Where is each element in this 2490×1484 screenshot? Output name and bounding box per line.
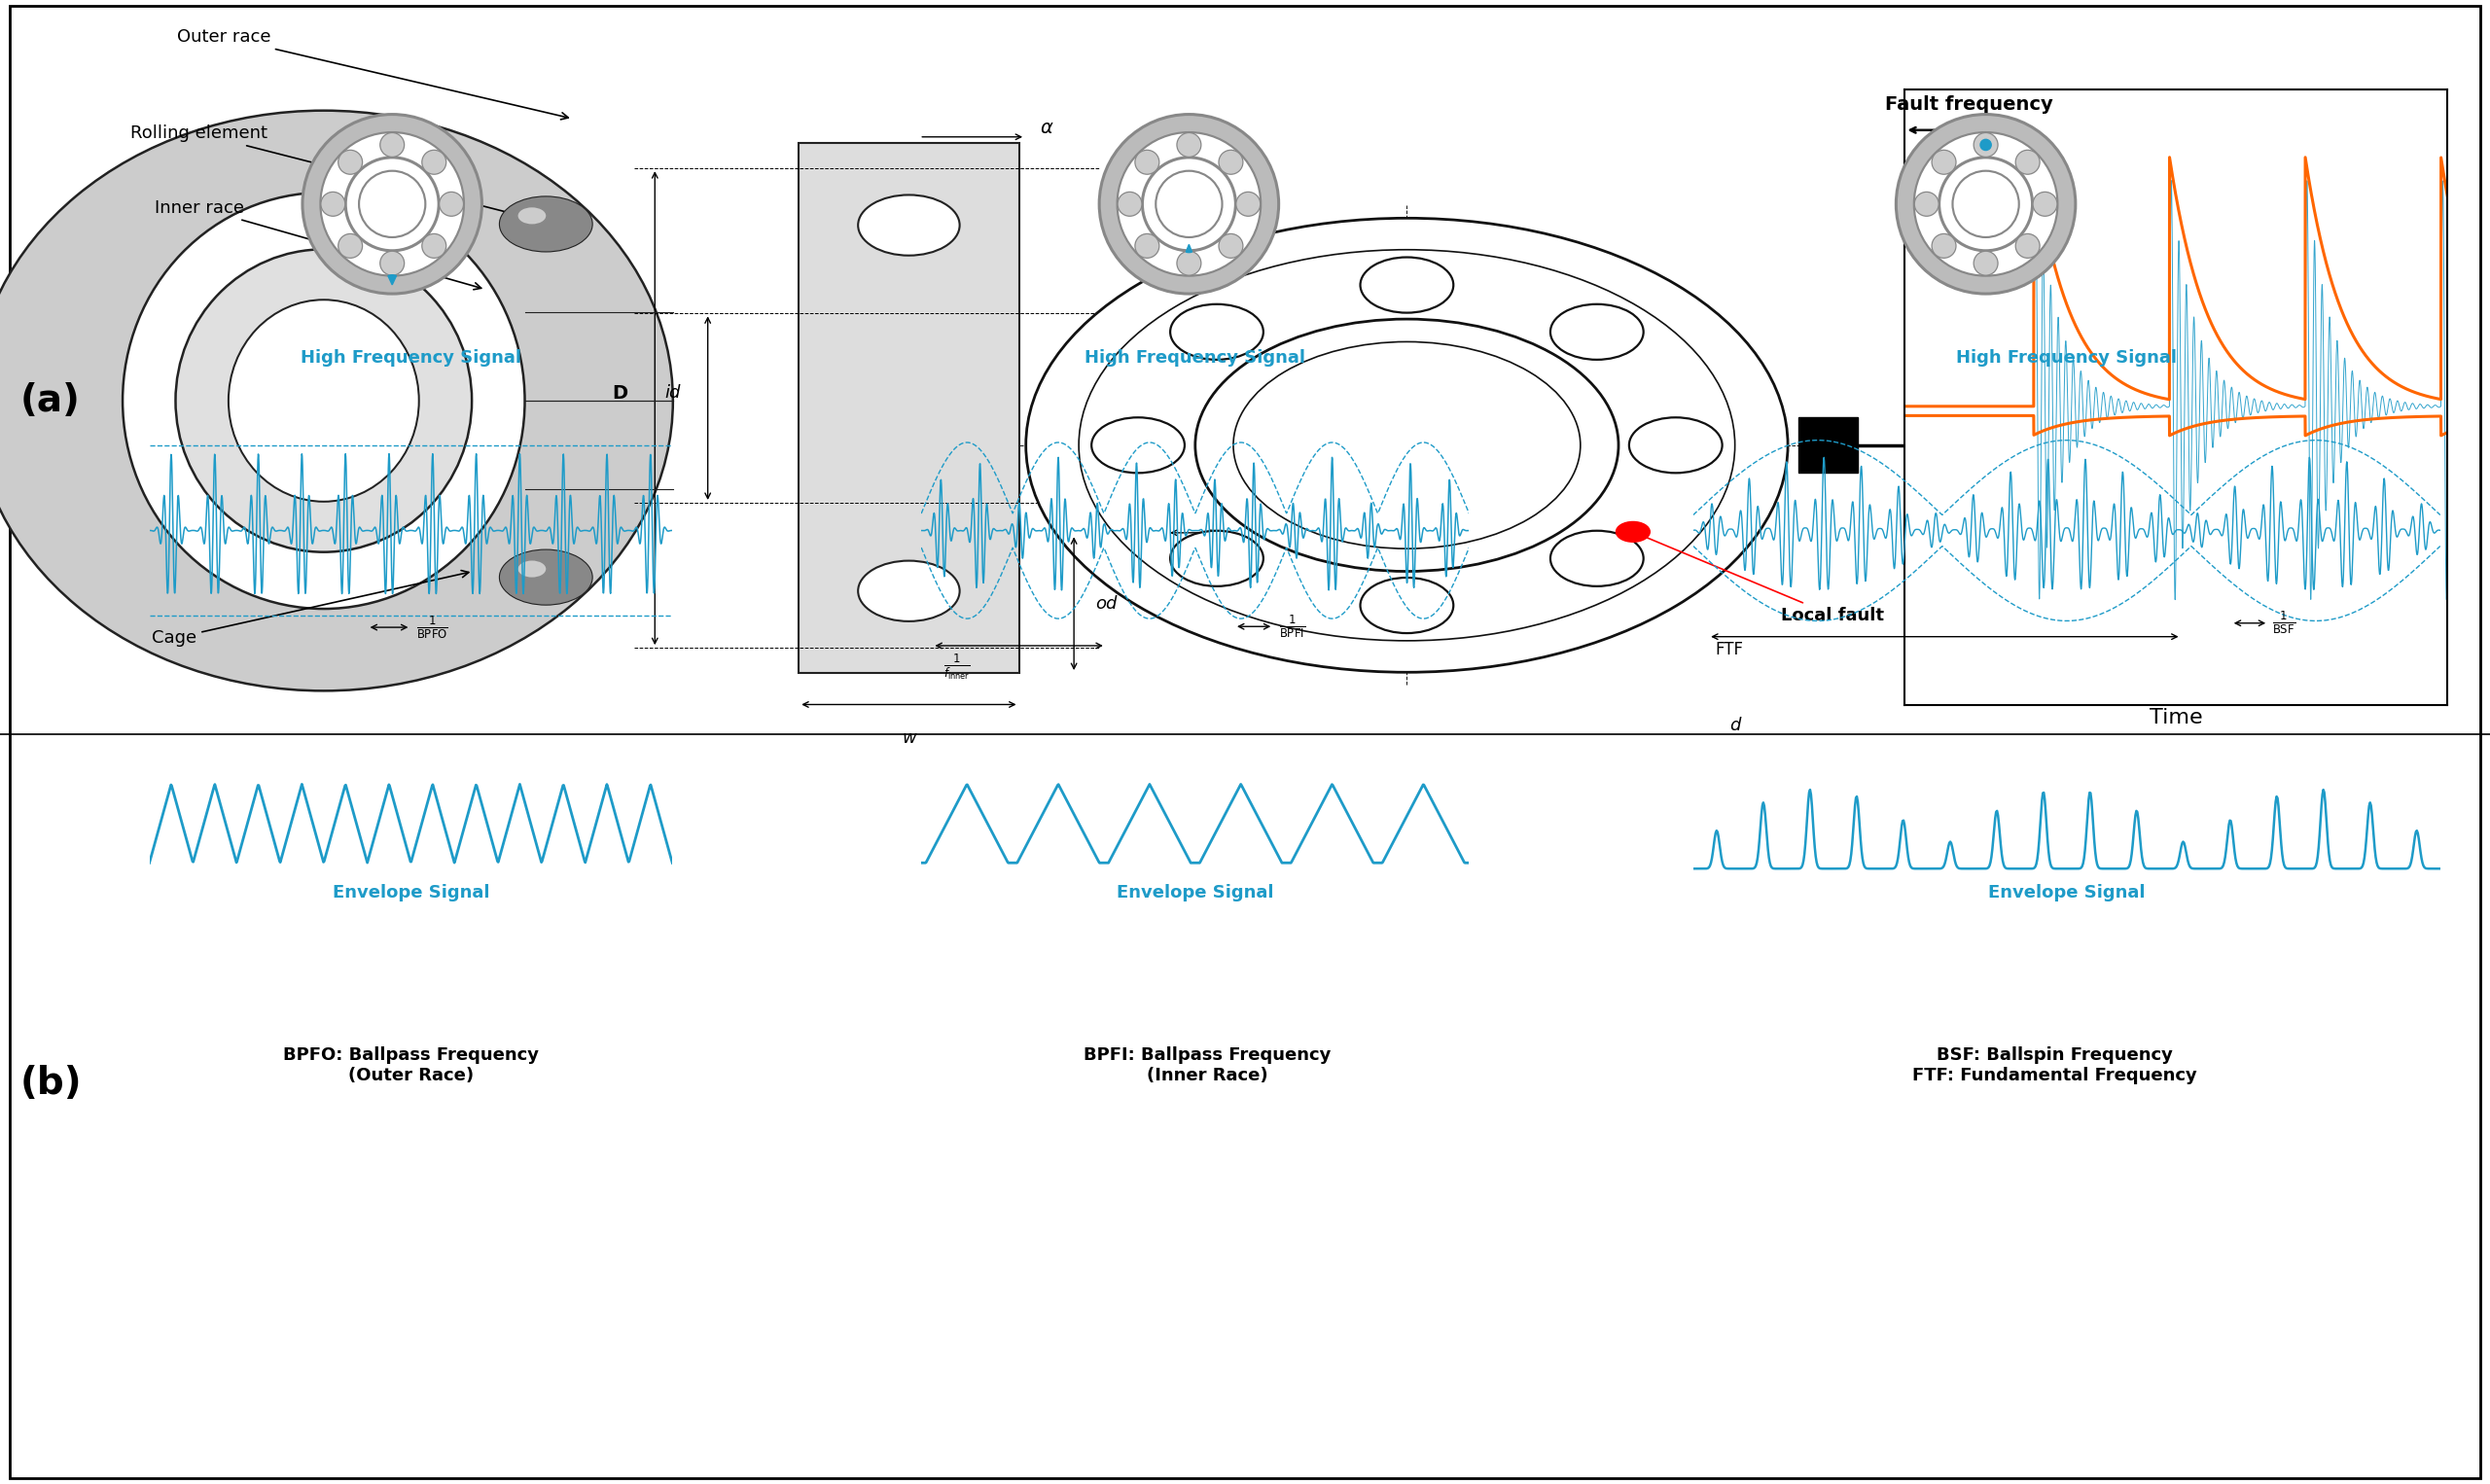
Circle shape: [346, 157, 438, 251]
Circle shape: [2032, 191, 2057, 217]
Bar: [1798, 417, 1858, 473]
Text: (a): (a): [20, 383, 80, 418]
Text: Fault frequency: Fault frequency: [1885, 95, 2052, 113]
Circle shape: [1975, 251, 1997, 276]
Wedge shape: [388, 275, 396, 285]
Text: d: d: [1731, 717, 1741, 735]
Circle shape: [1170, 304, 1262, 359]
Circle shape: [500, 549, 593, 605]
Text: High Frequency Signal: High Frequency Signal: [1086, 349, 1305, 367]
Ellipse shape: [229, 300, 418, 502]
Circle shape: [1078, 249, 1736, 641]
Circle shape: [381, 132, 403, 157]
Circle shape: [339, 234, 364, 258]
Circle shape: [339, 150, 364, 174]
Circle shape: [1616, 522, 1651, 542]
Wedge shape: [1185, 245, 1193, 252]
Circle shape: [1135, 234, 1160, 258]
Circle shape: [518, 561, 545, 577]
Circle shape: [1155, 171, 1223, 237]
Ellipse shape: [122, 193, 525, 608]
Circle shape: [859, 194, 959, 255]
Circle shape: [1178, 251, 1200, 276]
Ellipse shape: [0, 110, 672, 692]
Text: BPFI: Ballpass Frequency
(Inner Race): BPFI: Ballpass Frequency (Inner Race): [1083, 1046, 1332, 1083]
Text: id: id: [665, 384, 680, 402]
Text: D: D: [613, 384, 627, 402]
Circle shape: [1233, 341, 1581, 549]
Text: BSF: Ballspin Frequency
FTF: Fundamental Frequency: BSF: Ballspin Frequency FTF: Fundamental…: [1912, 1046, 2196, 1083]
Bar: [799, 144, 1018, 674]
Circle shape: [1975, 132, 1997, 157]
Circle shape: [1360, 257, 1454, 313]
Circle shape: [438, 191, 463, 217]
Circle shape: [301, 114, 483, 294]
Circle shape: [1551, 304, 1643, 359]
Circle shape: [518, 208, 545, 224]
Circle shape: [1218, 150, 1243, 174]
Text: Inner race: Inner race: [154, 199, 481, 289]
Circle shape: [1091, 417, 1185, 473]
Circle shape: [321, 132, 463, 276]
Circle shape: [1628, 417, 1723, 473]
Circle shape: [421, 150, 446, 174]
Circle shape: [1932, 234, 1957, 258]
Circle shape: [1235, 191, 1260, 217]
Circle shape: [1915, 191, 1940, 217]
Circle shape: [359, 171, 426, 237]
Text: $\frac{1}{\mathrm{BPFI}}$: $\frac{1}{\mathrm{BPFI}}$: [1280, 613, 1305, 640]
Circle shape: [321, 191, 346, 217]
Circle shape: [1135, 150, 1160, 174]
Circle shape: [2014, 150, 2039, 174]
Circle shape: [1360, 577, 1454, 634]
Text: BPFO: Ballpass Frequency
(Outer Race): BPFO: Ballpass Frequency (Outer Race): [284, 1046, 538, 1083]
Text: (b): (b): [20, 1066, 82, 1101]
Text: w: w: [901, 730, 916, 748]
Text: od: od: [1096, 595, 1118, 613]
Circle shape: [1952, 171, 2019, 237]
Text: Envelope Signal: Envelope Signal: [331, 884, 491, 901]
Text: Outer race: Outer race: [177, 28, 568, 120]
Circle shape: [1895, 114, 2077, 294]
Circle shape: [859, 561, 959, 622]
Circle shape: [1218, 234, 1243, 258]
Circle shape: [1195, 319, 1618, 571]
Circle shape: [1940, 157, 2032, 251]
Text: $\frac{1}{\mathrm{BSF}}$: $\frac{1}{\mathrm{BSF}}$: [2273, 610, 2296, 637]
Ellipse shape: [174, 249, 473, 552]
Text: Envelope Signal: Envelope Signal: [1987, 884, 2146, 901]
Circle shape: [1098, 114, 1280, 294]
Text: Local fault: Local fault: [1636, 533, 1885, 623]
Text: FTF: FTF: [1716, 641, 1743, 659]
X-axis label: Time: Time: [2149, 708, 2204, 727]
Circle shape: [1118, 132, 1260, 276]
Text: $\frac{1}{f_{\rm inner}}$: $\frac{1}{f_{\rm inner}}$: [944, 653, 971, 681]
Circle shape: [1118, 191, 1143, 217]
Text: Envelope Signal: Envelope Signal: [1116, 884, 1275, 901]
Circle shape: [1551, 531, 1643, 586]
Circle shape: [1143, 157, 1235, 251]
Circle shape: [1178, 132, 1200, 157]
Text: $\frac{1}{\mathrm{BPFO}}$: $\frac{1}{\mathrm{BPFO}}$: [416, 614, 448, 641]
Text: High Frequency Signal: High Frequency Signal: [1957, 349, 2176, 367]
Text: α: α: [1041, 119, 1053, 137]
Text: Cage: Cage: [152, 570, 468, 647]
Circle shape: [1026, 218, 1788, 672]
Circle shape: [1170, 531, 1262, 586]
Circle shape: [1980, 139, 1992, 150]
Circle shape: [1915, 132, 2057, 276]
Text: High Frequency Signal: High Frequency Signal: [301, 349, 520, 367]
Circle shape: [381, 251, 403, 276]
Circle shape: [2014, 234, 2039, 258]
Text: Rolling element: Rolling element: [129, 125, 543, 223]
Circle shape: [500, 196, 593, 252]
Circle shape: [1932, 150, 1957, 174]
Circle shape: [421, 234, 446, 258]
